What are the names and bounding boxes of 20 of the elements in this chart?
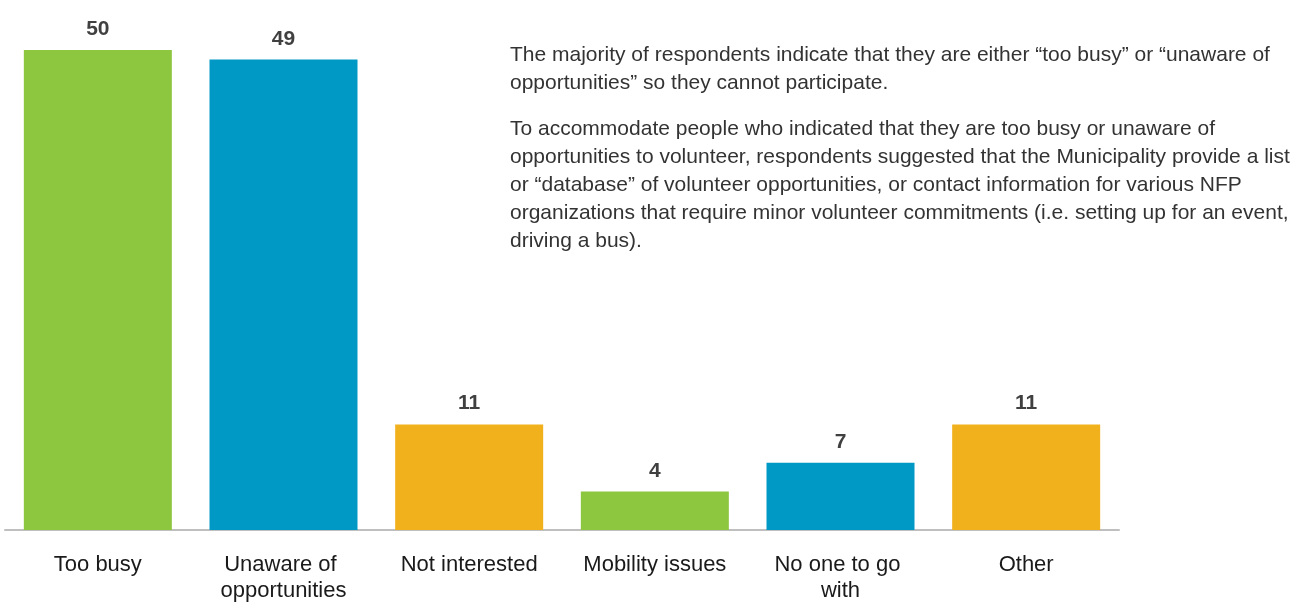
x-tick-label: Other	[998, 550, 1054, 576]
bar	[952, 424, 1101, 530]
data-label: 50	[86, 16, 110, 39]
x-tick-label: Mobility issues	[583, 550, 727, 576]
bar	[766, 462, 915, 530]
data-label: 4	[648, 457, 661, 481]
x-tick-label: Unaware of opportunities	[220, 550, 347, 602]
data-label: 11	[458, 390, 481, 414]
bar	[395, 424, 544, 530]
data-label: 49	[271, 25, 296, 49]
data-label: 7	[834, 428, 847, 452]
annotation: The majority of respondents indicate that they are either “too busy” or “unaware of opportunities” so they cannot participate.	[510, 41, 1271, 95]
x-tick-label: Not interested	[400, 550, 538, 576]
annotation: To accommodate people who indicated that they are too busy or unaware of opportunities to volunteer, respondents suggested that the Municipality provide a list or “database” of volunteer opportunities, or contact information for various NFP organizations that require minor volunteer commitments (i.e. setting up for an event, driving a bus).	[510, 115, 1290, 253]
x-tick-label: Too busy	[53, 550, 142, 576]
bar	[580, 491, 729, 530]
bar	[23, 50, 172, 530]
data-label: 11	[1015, 390, 1038, 414]
bar	[209, 59, 358, 530]
x-tick-label: No one to go with	[774, 550, 907, 602]
